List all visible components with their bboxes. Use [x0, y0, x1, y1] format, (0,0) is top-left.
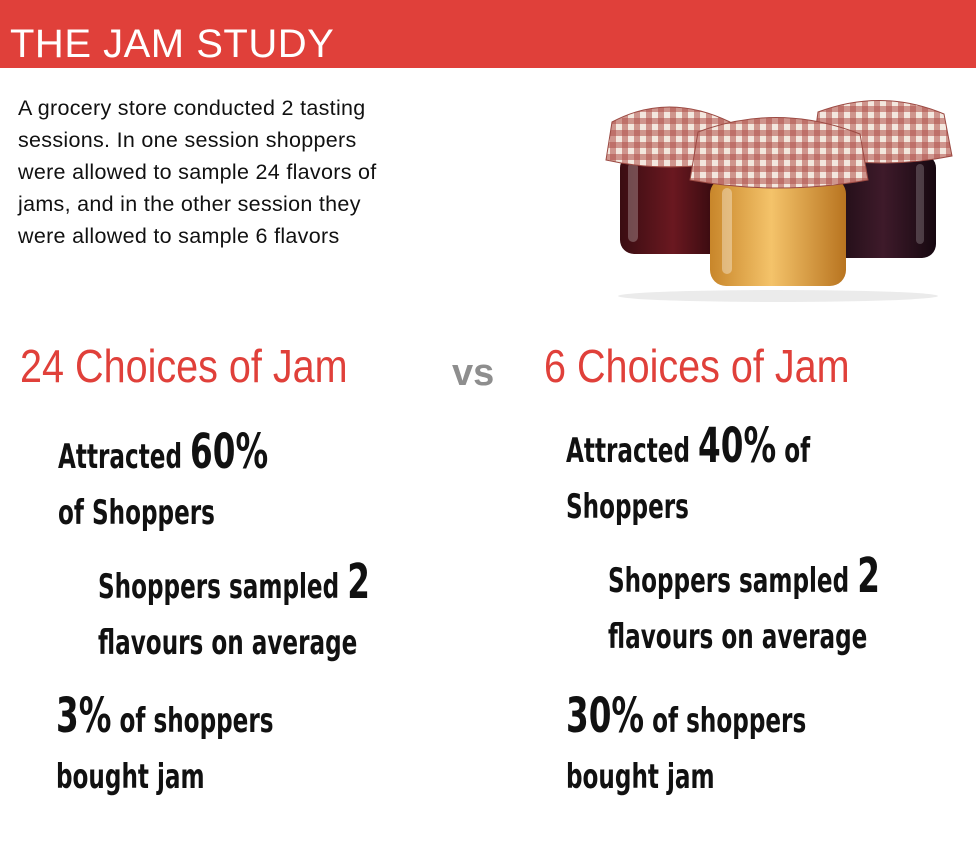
stat-label: of — [776, 431, 811, 471]
stat-label: of Shoppers — [58, 493, 215, 533]
right-bought-stat: 30% of shoppers bought jam — [566, 688, 806, 805]
stat-value: 2 — [347, 554, 370, 610]
left-sampled-stat: Shoppers sampled 2 flavours on average — [98, 554, 370, 671]
stat-label: Shoppers sampled — [98, 567, 348, 607]
title-banner: THE JAM STUDY — [0, 0, 976, 68]
left-attracted-stat: Attracted 60% of Shoppers — [58, 424, 268, 541]
intro-paragraph: A grocery store conducted 2 tasting sess… — [18, 92, 538, 252]
intro-line: were allowed to sample 6 flavors — [18, 224, 340, 248]
jam-jars-image — [605, 100, 953, 302]
stat-label: flavours on average — [98, 623, 358, 663]
vs-label: vs — [452, 352, 495, 394]
intro-line: A grocery store conducted 2 tasting — [18, 96, 366, 120]
page-title: THE JAM STUDY — [10, 22, 335, 66]
stat-value: 60% — [190, 424, 269, 480]
stat-label: Attracted — [566, 431, 699, 471]
right-attracted-stat: Attracted 40% of Shoppers — [566, 418, 810, 535]
stat-label: of shoppers — [644, 701, 807, 741]
stat-label: of shoppers — [111, 701, 274, 741]
stat-label: flavours on average — [608, 617, 868, 657]
left-heading: 24 Choices of Jam — [20, 340, 348, 392]
intro-line: jams, and in the other session they — [18, 192, 361, 216]
stat-label: bought jam — [566, 757, 715, 797]
stat-value: 3% — [56, 688, 112, 744]
stat-label: bought jam — [56, 757, 205, 797]
intro-line: sessions. In one session shoppers — [18, 128, 357, 152]
left-bought-stat: 3% of shoppers bought jam — [56, 688, 274, 805]
stat-value: 30% — [566, 688, 645, 744]
stat-label: Shoppers — [566, 487, 689, 527]
right-heading: 6 Choices of Jam — [544, 340, 850, 392]
intro-line: were allowed to sample 24 flavors of — [18, 160, 377, 184]
stat-value: 2 — [857, 548, 880, 604]
stat-label: Shoppers sampled — [608, 561, 858, 601]
stat-value: 40% — [698, 418, 777, 474]
center-jar — [689, 117, 869, 286]
right-sampled-stat: Shoppers sampled 2 flavours on average — [608, 548, 880, 665]
stat-label: Attracted — [58, 437, 191, 477]
